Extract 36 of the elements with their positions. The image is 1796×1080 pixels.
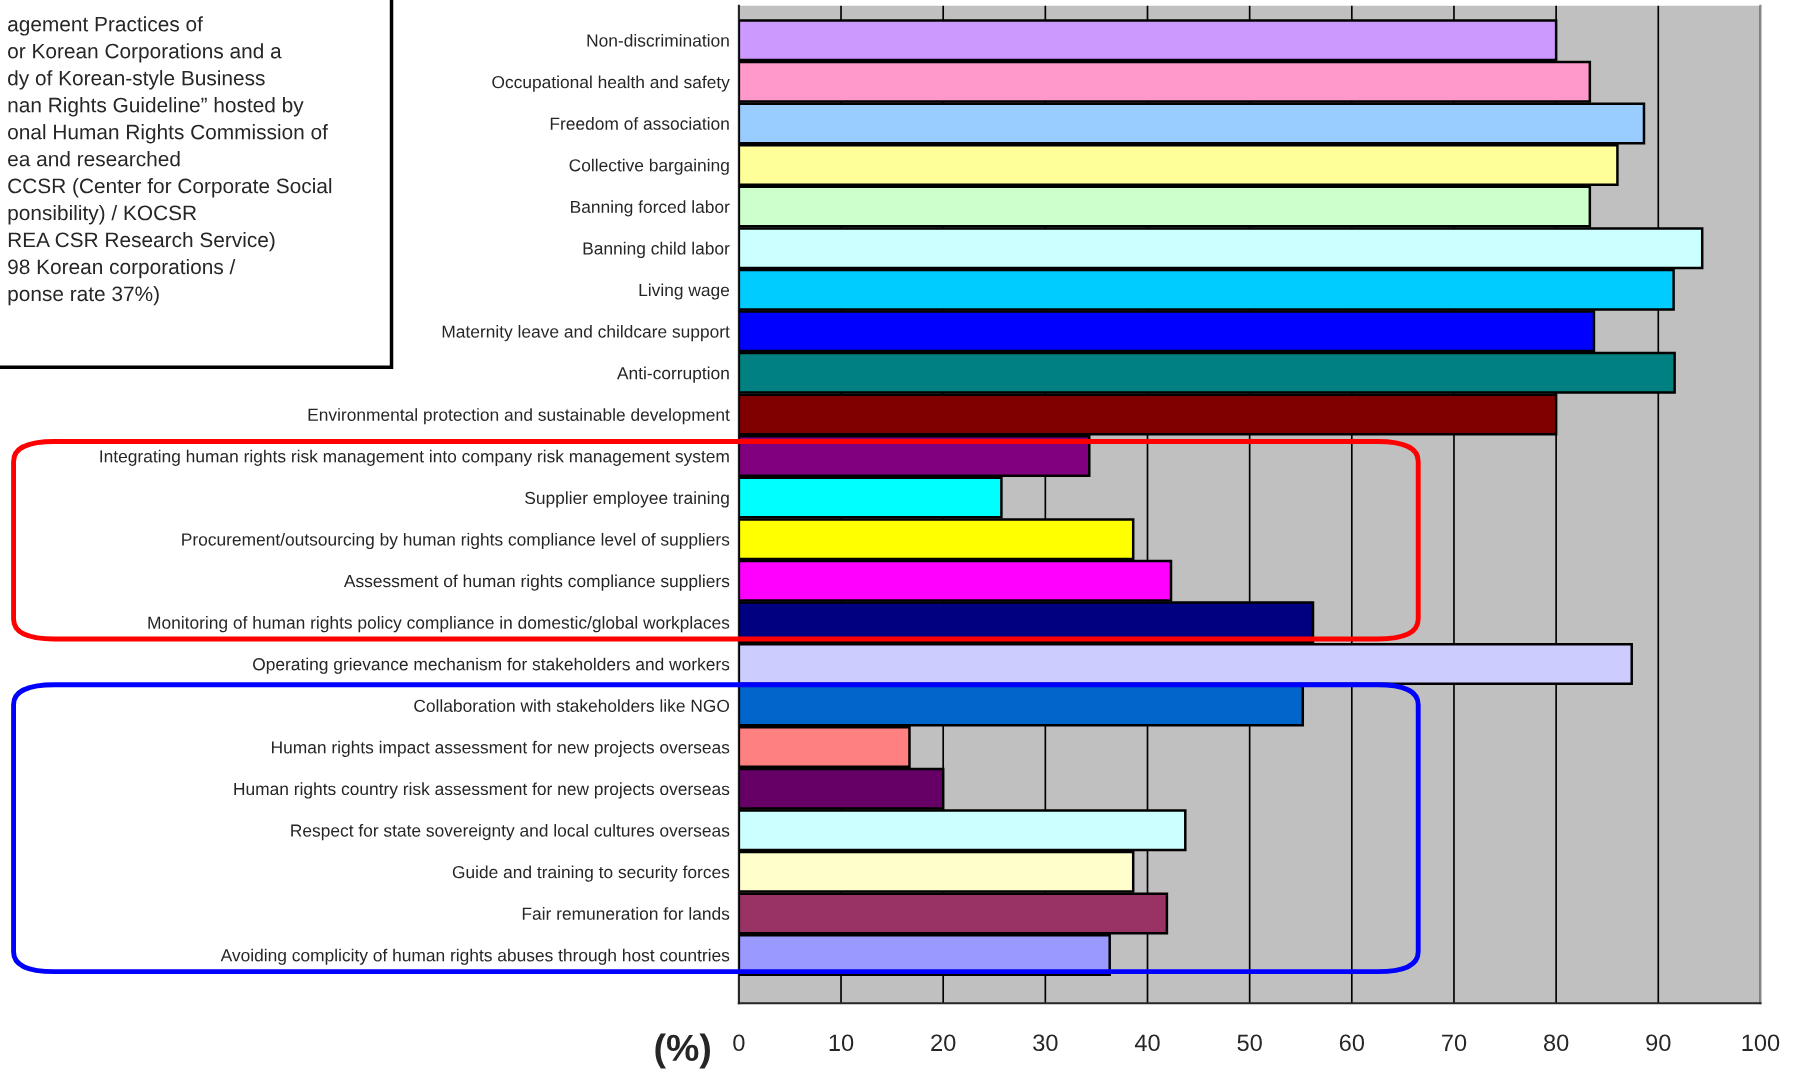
- y-tick-label: Anti-corruption: [616, 366, 729, 383]
- text: agement Practices of or Korean Corporations and a dy of Korean-style Business nan Rights Guideline” hosted by onal Human Rights Commission of ea and researched CCSR (Center for Corporate Social ponsibility) / KOCSR REA CSR Research Service) 98 Korean corporations / ponse rate 37%): [8, 16, 332, 306]
- y-tick-label: Fair remuneration for lands: [522, 907, 730, 920]
- y-tick-label: Supplier employee training: [525, 491, 729, 508]
- y-tick-label: Avoiding complicity of human rights abuses through host countries: [220, 948, 730, 965]
- x-axis-title: (%): [655, 1033, 710, 1069]
- y-tick-label: Banning forced labor: [571, 200, 730, 217]
- x-tick-label: 40: [1134, 1034, 1160, 1052]
- x-tick-label: 50: [1237, 1034, 1262, 1052]
- x-tick-label: 90: [1646, 1034, 1671, 1052]
- y-tick-label: Procurement/outsourcing by human rights compliance level of suppliers: [182, 532, 730, 550]
- y-tick-label: Operating grievance mechanism for stakeholders and workers: [253, 657, 730, 674]
- y-tick-label: Maternity leave and childcare support: [442, 325, 730, 342]
- x-tick-label: 70: [1442, 1034, 1467, 1052]
- y-tick-label: Freedom of association: [550, 117, 729, 130]
- y-tick-label: Human rights impact assessment for new projects overseas: [272, 740, 730, 757]
- y-tick-label: Integrating human rights risk management into company risk management system: [100, 449, 729, 466]
- y-tick-label: Banning child labor: [583, 241, 730, 259]
- x-tick-label: 0: [733, 1034, 745, 1052]
- x-tick-label: 100: [1742, 1034, 1780, 1052]
- x-tick-label: 80: [1544, 1034, 1569, 1052]
- y-tick-label: Respect for state sovereignty and local cultures overseas: [291, 823, 730, 841]
- y-tick-label: Collaboration with stakeholders like NGO: [414, 699, 730, 712]
- y-tick-label: Monitoring of human rights policy compliance in domestic/global workplaces: [148, 616, 730, 633]
- x-tick-label: 60: [1339, 1034, 1365, 1052]
- y-tick-label: Assessment of human rights compliance suppliers: [343, 574, 730, 591]
- y-tick-label: Guide and training to security forces: [452, 865, 730, 882]
- y-tick-label: Living wage: [639, 283, 730, 300]
- y-tick-label: Environmental protection and sustainable development: [308, 408, 730, 425]
- x-tick-label: 30: [1033, 1034, 1058, 1052]
- y-tick-label: Collective bargaining: [569, 158, 729, 175]
- y-tick-label: Human rights country risk assessment for new projects overseas: [234, 782, 730, 799]
- x-tick-label: 10: [829, 1034, 854, 1052]
- x-tick-label: 20: [931, 1034, 956, 1052]
- y-tick-label: Occupational health and safety: [492, 75, 730, 92]
- y-tick-label: Non-discrimination: [587, 33, 729, 47]
